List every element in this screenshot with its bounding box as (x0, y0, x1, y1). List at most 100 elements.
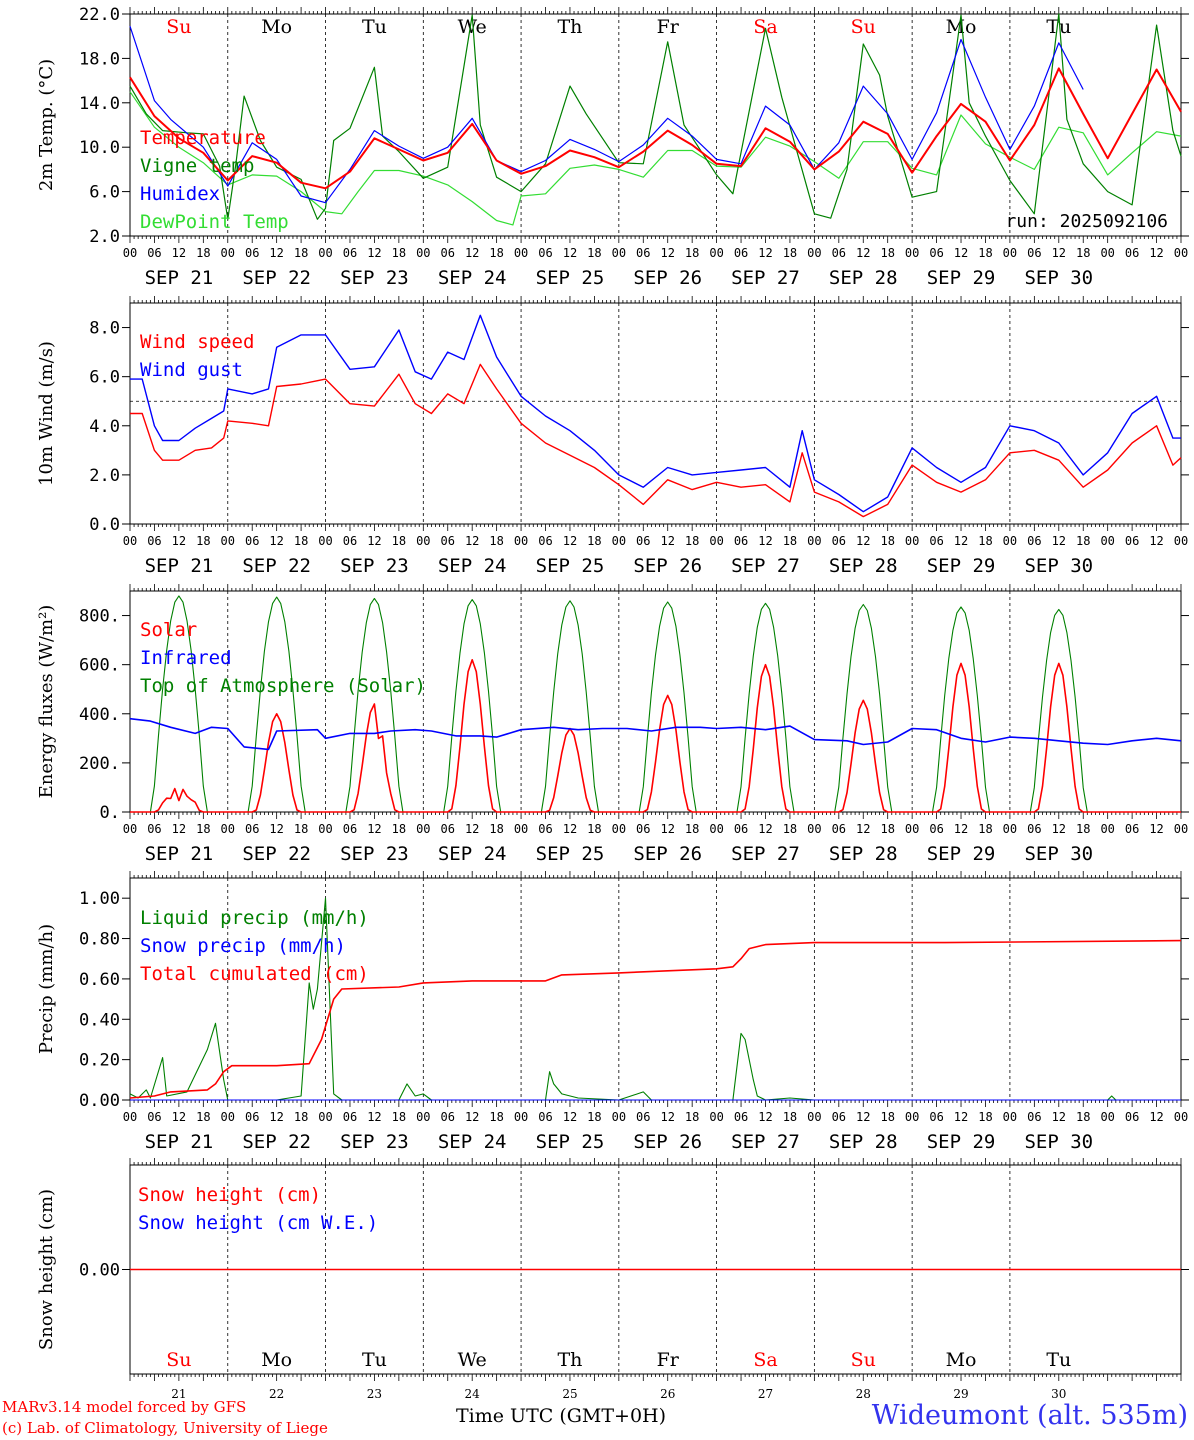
y-tick-label: 0.40 (79, 1010, 120, 1030)
hour-tick-label: 12 (563, 822, 577, 836)
hour-tick-label: 06 (832, 246, 846, 260)
hour-tick-label: 00 (807, 246, 821, 260)
hour-tick-label: 06 (1027, 534, 1041, 548)
hour-tick-label: 18 (587, 246, 601, 260)
hour-tick-label: 00 (612, 822, 626, 836)
series-liquid-precip-mm-h- (129, 897, 1181, 1101)
date-label: SEP 22 (242, 555, 311, 577)
y-axis-label: 2m Temp. (°C) (36, 59, 57, 191)
hour-tick-label: 18 (978, 534, 992, 548)
day-number-label: 25 (562, 1387, 577, 1401)
weekday-label: Sa (753, 1349, 777, 1371)
panel-5-y-axis: 0.00 Snow height (cm) (36, 1189, 1189, 1350)
hour-tick-label: 00 (807, 534, 821, 548)
hour-tick-label: 00 (612, 534, 626, 548)
hour-tick-label: 12 (660, 246, 674, 260)
date-label: SEP 30 (1024, 267, 1093, 289)
series-solar (130, 659, 1181, 813)
date-label: SEP 25 (536, 1131, 605, 1153)
date-label: SEP 28 (829, 555, 898, 577)
weekday-label: Su (166, 1349, 191, 1371)
hour-tick-label: 06 (636, 534, 650, 548)
hour-tick-label: 18 (880, 1110, 894, 1124)
day-number-label: 26 (660, 1387, 675, 1401)
series-infrared (129, 717, 1182, 751)
hour-tick-label: 18 (1076, 246, 1090, 260)
hour-tick-label: 18 (392, 534, 406, 548)
hour-tick-label: 06 (538, 822, 552, 836)
y-tick-label: 1.00 (79, 889, 120, 909)
date-label: SEP 24 (438, 555, 507, 577)
hour-tick-label: 00 (514, 534, 528, 548)
hour-tick-label: 06 (929, 822, 943, 836)
hour-tick-label: 00 (318, 1110, 332, 1124)
hour-tick-label: 00 (612, 246, 626, 260)
hour-tick-label: 12 (954, 822, 968, 836)
hour-tick-label: 12 (269, 1110, 283, 1124)
hour-tick-label: 00 (807, 822, 821, 836)
legend-entry: Snow height (cm W.E.) (138, 1212, 378, 1234)
hour-tick-label: 12 (172, 246, 186, 260)
date-label: SEP 23 (340, 267, 409, 289)
hour-tick-label: 06 (1125, 246, 1139, 260)
legend-entry: Humidex (140, 183, 220, 205)
hour-tick-label: 12 (269, 534, 283, 548)
hour-tick-label: 18 (587, 822, 601, 836)
hour-tick-label: 18 (196, 1110, 210, 1124)
hour-tick-label: 18 (1076, 822, 1090, 836)
hour-tick-label: 18 (978, 1110, 992, 1124)
run-label: run: 2025092106 (1005, 211, 1168, 232)
hour-tick-label: 00 (1174, 822, 1188, 836)
date-label: SEP 26 (633, 555, 702, 577)
date-label: SEP 23 (340, 1131, 409, 1153)
hour-tick-label: 00 (1100, 1110, 1114, 1124)
hour-tick-label: 00 (1003, 822, 1017, 836)
hour-tick-label: 06 (147, 534, 161, 548)
weekday-label: Mo (946, 1349, 977, 1371)
weekday-label: Tu (1046, 16, 1071, 38)
hour-tick-label: 06 (245, 822, 259, 836)
panel-2-y-axis: 0.0 2.0 4.0 6.0 8.0 10m Wind (m/s) (36, 319, 1189, 535)
hour-tick-label: 00 (612, 1110, 626, 1124)
hour-tick-label: 12 (465, 534, 479, 548)
y-tick-label: 200. (79, 754, 120, 774)
date-label: SEP 30 (1024, 1131, 1093, 1153)
date-label: SEP 21 (145, 555, 214, 577)
hour-tick-label: 12 (856, 822, 870, 836)
hour-tick-label: 00 (905, 246, 919, 260)
date-label: SEP 27 (731, 1131, 800, 1153)
temperature-legend: Temperature Vigne temp Humidex DewPoint Tem… (140, 127, 289, 233)
y-tick-label: 800. (79, 607, 120, 627)
hour-tick-label: 12 (1149, 1110, 1163, 1124)
y-tick-label: 0.60 (79, 970, 120, 990)
hour-tick-label: 00 (709, 534, 723, 548)
y-axis-label: Energy fluxes (W/m²) (36, 605, 57, 799)
hour-tick-label: 06 (734, 822, 748, 836)
hour-tick-label: 12 (465, 1110, 479, 1124)
legend-entry: Temperature (140, 127, 266, 149)
hour-tick-label: 06 (734, 1110, 748, 1124)
model-credit: MARv3.14 model forced by GFS (2, 1398, 247, 1416)
date-label: SEP 29 (927, 267, 996, 289)
hour-tick-label: 18 (783, 1110, 797, 1124)
weekday-label: Mo (261, 16, 292, 38)
weekday-label: Tu (362, 16, 387, 38)
hour-tick-label: 18 (489, 534, 503, 548)
hour-tick-label: 12 (856, 534, 870, 548)
hour-tick-label: 06 (832, 822, 846, 836)
weekday-label: Su (166, 16, 191, 38)
hour-tick-label: 12 (465, 246, 479, 260)
hour-tick-label: 18 (294, 534, 308, 548)
day-number-label: 30 (1051, 1387, 1066, 1401)
hour-tick-label: 00 (1100, 246, 1114, 260)
hour-tick-label: 00 (318, 534, 332, 548)
hour-tick-label: 06 (343, 534, 357, 548)
hour-tick-label: 12 (758, 822, 772, 836)
legend-entry: Infrared (140, 647, 232, 669)
precip-legend: Liquid precip (mm/h) Snow precip (mm/h) To… (140, 907, 369, 985)
weekday-label: Tu (1046, 1349, 1071, 1371)
hour-tick-label: 18 (489, 822, 503, 836)
hour-tick-label: 06 (832, 1110, 846, 1124)
hour-tick-label: 18 (196, 822, 210, 836)
date-label: SEP 27 (731, 555, 800, 577)
